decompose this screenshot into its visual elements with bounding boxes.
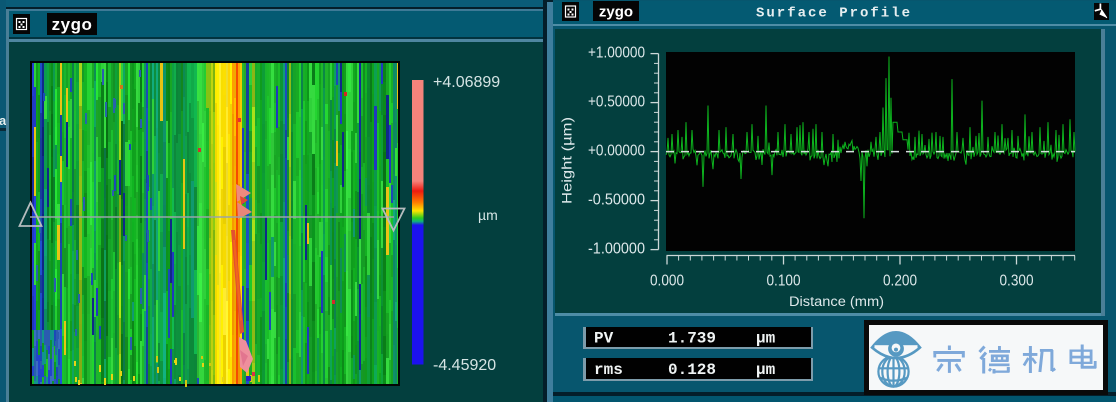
svg-text:+4.06899: +4.06899 (433, 74, 500, 91)
svg-text:µm: µm (756, 361, 776, 379)
svg-text:+0.00000: +0.00000 (588, 143, 645, 160)
svg-text:Height (µm): Height (µm) (560, 117, 575, 204)
svg-text:rms: rms (594, 361, 623, 379)
svg-text:Distance (mm): Distance (mm) (789, 294, 884, 309)
svg-text:Surface Profile: Surface Profile (756, 6, 912, 22)
svg-text:µm: µm (478, 207, 498, 223)
svg-text:PV: PV (594, 330, 614, 348)
svg-text:+0.50000: +0.50000 (588, 94, 645, 111)
svg-text:-0.50000: -0.50000 (588, 192, 645, 209)
svg-text:0.200: 0.200 (883, 273, 917, 290)
svg-text:-4.45920: -4.45920 (433, 357, 496, 374)
svg-text:zygo: zygo (52, 15, 93, 34)
svg-text:zygo: zygo (599, 4, 633, 21)
svg-text:1.739: 1.739 (668, 330, 716, 348)
svg-text:0.100: 0.100 (767, 273, 801, 290)
svg-text:µm: µm (756, 330, 776, 348)
svg-text:0.000: 0.000 (650, 273, 684, 290)
svg-text:a: a (0, 113, 6, 128)
svg-text:0.128: 0.128 (668, 361, 716, 379)
svg-text:0.300: 0.300 (1000, 273, 1034, 290)
svg-text:+1.00000: +1.00000 (588, 45, 645, 62)
svg-text:-1.00000: -1.00000 (588, 241, 645, 258)
